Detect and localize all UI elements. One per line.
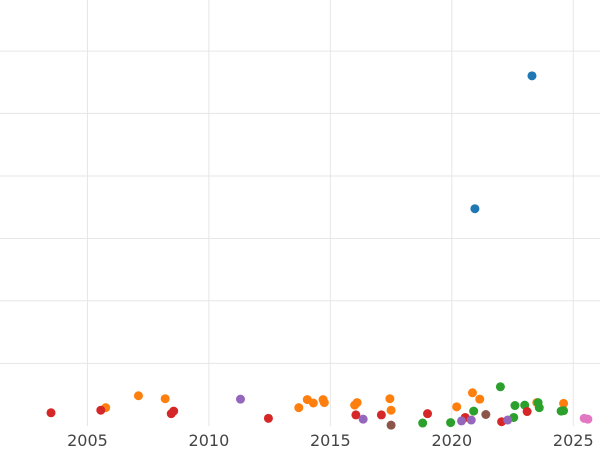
- gridlines: [0, 0, 600, 426]
- x-axis-ticks: 2005 2010 2015 2020 2025: [67, 431, 594, 450]
- data-point: [386, 420, 396, 430]
- data-point: [510, 401, 520, 411]
- data-point: [469, 406, 479, 416]
- data-point: [294, 403, 304, 413]
- data-point: [358, 414, 368, 424]
- data-point: [527, 71, 537, 81]
- data-point: [386, 405, 396, 415]
- data-point: [446, 418, 456, 428]
- data-point: [376, 410, 386, 420]
- data-point: [559, 398, 569, 408]
- data-point: [457, 416, 467, 426]
- data-point: [467, 388, 477, 398]
- x-tick-label: 2010: [189, 431, 230, 450]
- x-tick-label: 2015: [310, 431, 351, 450]
- data-point: [534, 403, 544, 413]
- data-point: [470, 204, 480, 214]
- x-tick-label: 2025: [553, 431, 594, 450]
- data-point: [133, 391, 143, 401]
- data-point: [481, 409, 491, 419]
- data-point: [351, 410, 361, 420]
- data-point: [169, 406, 179, 416]
- data-point: [418, 418, 428, 428]
- data-point: [46, 408, 56, 418]
- data-point: [503, 415, 513, 425]
- data-point: [522, 407, 532, 417]
- data-point: [160, 394, 170, 404]
- data-point: [452, 402, 462, 412]
- data-point: [308, 398, 318, 408]
- x-tick-label: 2005: [67, 431, 108, 450]
- data-point: [385, 394, 395, 404]
- data-point: [352, 398, 362, 408]
- data-point: [423, 409, 433, 419]
- data-point: [96, 405, 106, 415]
- data-point: [559, 406, 569, 416]
- x-tick-label: 2020: [431, 431, 472, 450]
- data-point: [475, 394, 485, 404]
- data-point: [583, 414, 593, 424]
- data-point: [466, 415, 476, 425]
- data-points: [46, 71, 593, 430]
- data-point: [495, 382, 505, 392]
- data-point: [319, 398, 329, 408]
- data-point: [263, 413, 273, 423]
- data-point: [235, 394, 245, 404]
